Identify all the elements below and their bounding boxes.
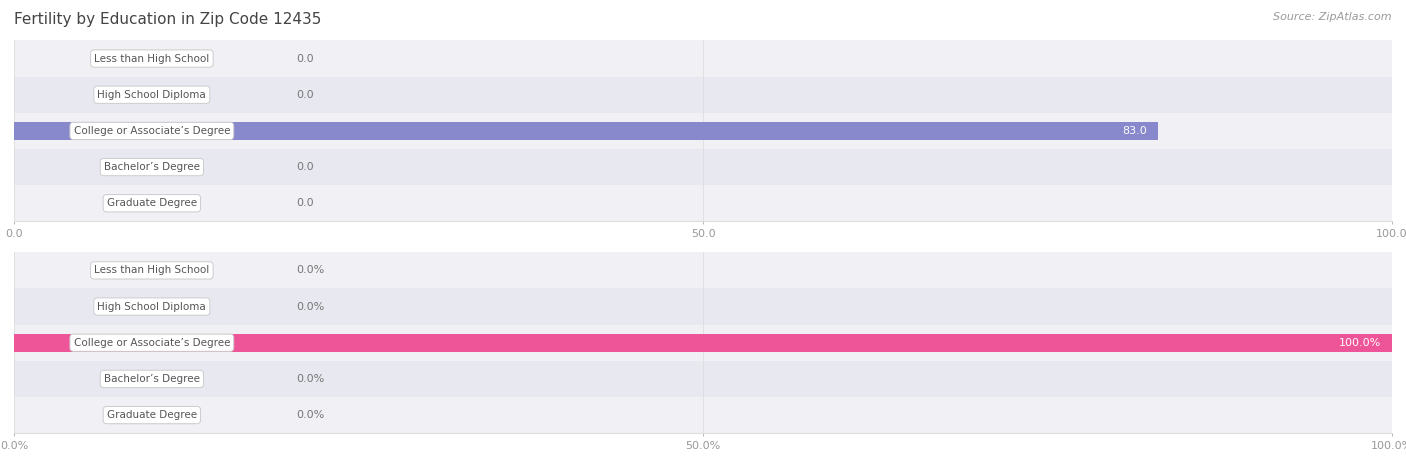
Text: 0.0: 0.0 — [297, 53, 314, 64]
Bar — [14, 252, 1392, 288]
Text: College or Associate’s Degree: College or Associate’s Degree — [73, 126, 231, 136]
Text: 0.0: 0.0 — [297, 162, 314, 172]
Text: Graduate Degree: Graduate Degree — [107, 198, 197, 208]
Bar — [14, 288, 1392, 325]
Text: High School Diploma: High School Diploma — [97, 89, 207, 100]
Text: Less than High School: Less than High School — [94, 265, 209, 276]
Text: 0.0%: 0.0% — [297, 265, 325, 276]
Bar — [14, 325, 1392, 361]
Text: Bachelor’s Degree: Bachelor’s Degree — [104, 374, 200, 384]
Text: 0.0: 0.0 — [297, 198, 314, 208]
Text: Graduate Degree: Graduate Degree — [107, 410, 197, 420]
Text: 0.0%: 0.0% — [297, 374, 325, 384]
Text: 100.0%: 100.0% — [1339, 337, 1381, 348]
Bar — [14, 40, 1392, 77]
Text: Fertility by Education in Zip Code 12435: Fertility by Education in Zip Code 12435 — [14, 12, 322, 27]
Bar — [14, 113, 1392, 149]
Bar — [14, 77, 1392, 113]
Bar — [14, 122, 1157, 140]
Text: College or Associate’s Degree: College or Associate’s Degree — [73, 337, 231, 348]
Text: Source: ZipAtlas.com: Source: ZipAtlas.com — [1274, 12, 1392, 22]
Bar — [14, 334, 1392, 352]
Bar — [14, 149, 1392, 185]
Bar — [14, 185, 1392, 221]
Text: High School Diploma: High School Diploma — [97, 301, 207, 312]
Bar — [14, 361, 1392, 397]
Text: Bachelor’s Degree: Bachelor’s Degree — [104, 162, 200, 172]
Text: Less than High School: Less than High School — [94, 53, 209, 64]
Text: 83.0: 83.0 — [1122, 126, 1147, 136]
Bar — [14, 397, 1392, 433]
Text: 0.0: 0.0 — [297, 89, 314, 100]
Text: 0.0%: 0.0% — [297, 301, 325, 312]
Text: 0.0%: 0.0% — [297, 410, 325, 420]
